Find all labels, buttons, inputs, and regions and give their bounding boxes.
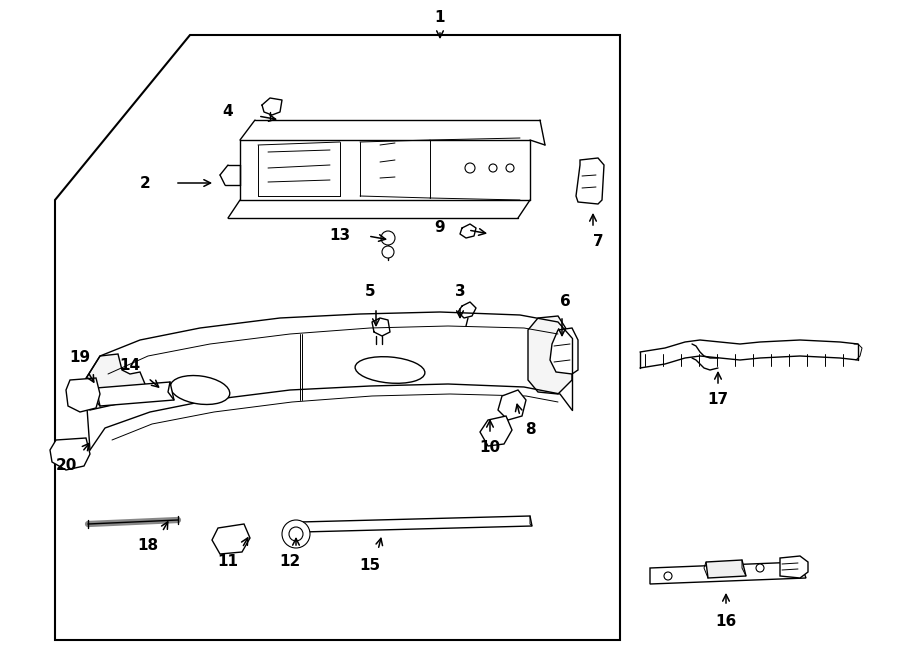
Polygon shape xyxy=(96,382,174,406)
Polygon shape xyxy=(480,416,512,446)
Polygon shape xyxy=(50,438,90,470)
Text: 6: 6 xyxy=(560,295,571,309)
Circle shape xyxy=(756,564,764,572)
Circle shape xyxy=(489,164,497,172)
Text: 5: 5 xyxy=(364,284,375,299)
Text: 3: 3 xyxy=(454,284,465,299)
Text: 15: 15 xyxy=(359,559,381,574)
Text: 16: 16 xyxy=(716,615,736,629)
Text: 11: 11 xyxy=(218,555,238,570)
Polygon shape xyxy=(650,562,806,584)
Circle shape xyxy=(381,231,395,245)
Circle shape xyxy=(506,164,514,172)
Polygon shape xyxy=(85,354,145,410)
Polygon shape xyxy=(706,560,746,578)
Polygon shape xyxy=(498,390,526,420)
Text: 13: 13 xyxy=(329,229,351,243)
Text: 7: 7 xyxy=(593,235,603,249)
Text: 10: 10 xyxy=(480,440,500,455)
Text: 12: 12 xyxy=(279,555,301,570)
Polygon shape xyxy=(780,556,808,578)
Text: 8: 8 xyxy=(525,422,535,438)
Text: 19: 19 xyxy=(69,350,91,366)
Polygon shape xyxy=(212,524,250,554)
Polygon shape xyxy=(300,516,532,532)
Circle shape xyxy=(465,163,475,173)
Ellipse shape xyxy=(170,375,230,405)
Polygon shape xyxy=(528,316,572,394)
Circle shape xyxy=(664,572,672,580)
Text: 4: 4 xyxy=(222,104,233,120)
Text: 2: 2 xyxy=(140,176,150,190)
Text: 20: 20 xyxy=(55,459,76,473)
Text: 17: 17 xyxy=(707,393,729,407)
Text: 9: 9 xyxy=(435,221,446,235)
Polygon shape xyxy=(55,35,620,640)
Text: 14: 14 xyxy=(120,358,140,373)
Text: 18: 18 xyxy=(138,539,158,553)
Polygon shape xyxy=(550,328,578,374)
Polygon shape xyxy=(66,378,100,412)
Circle shape xyxy=(282,520,310,548)
Text: 1: 1 xyxy=(435,11,446,26)
Circle shape xyxy=(289,527,303,541)
Circle shape xyxy=(382,246,394,258)
Ellipse shape xyxy=(356,357,425,383)
Polygon shape xyxy=(576,158,604,204)
